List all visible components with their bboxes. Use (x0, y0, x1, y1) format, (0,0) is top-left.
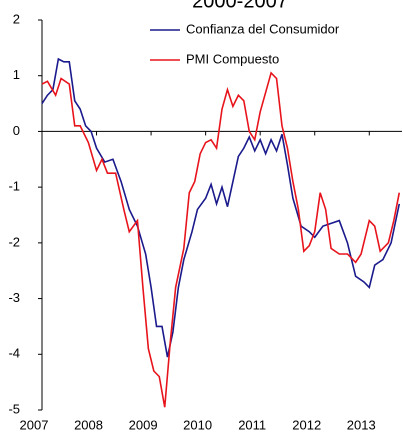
y-tick-label: -2 (8, 234, 20, 249)
y-tick-label: -4 (8, 346, 20, 361)
x-tick-label: 2007 (20, 417, 49, 432)
x-tick-label: 2008 (74, 417, 103, 432)
y-tick-label: 1 (13, 67, 20, 82)
legend-label: PMI Compuesto (186, 51, 279, 66)
x-tick-label: 2013 (347, 417, 376, 432)
legend-label: Confianza del Consumidor (186, 21, 340, 36)
y-tick-label: -1 (8, 179, 20, 194)
chart-title: 2000-2007 (192, 0, 288, 12)
series-line (41, 57, 401, 358)
x-tick-label: 2009 (129, 417, 158, 432)
y-tick-label: -5 (8, 401, 20, 416)
y-tick-label: 0 (13, 123, 20, 138)
x-tick-label: 2011 (238, 417, 266, 432)
x-tick-label: 2010 (183, 417, 212, 432)
y-tick-label: -3 (8, 290, 20, 305)
series-line (41, 71, 401, 408)
y-tick-label: 2 (13, 11, 20, 26)
x-tick-label: 2012 (292, 417, 321, 432)
